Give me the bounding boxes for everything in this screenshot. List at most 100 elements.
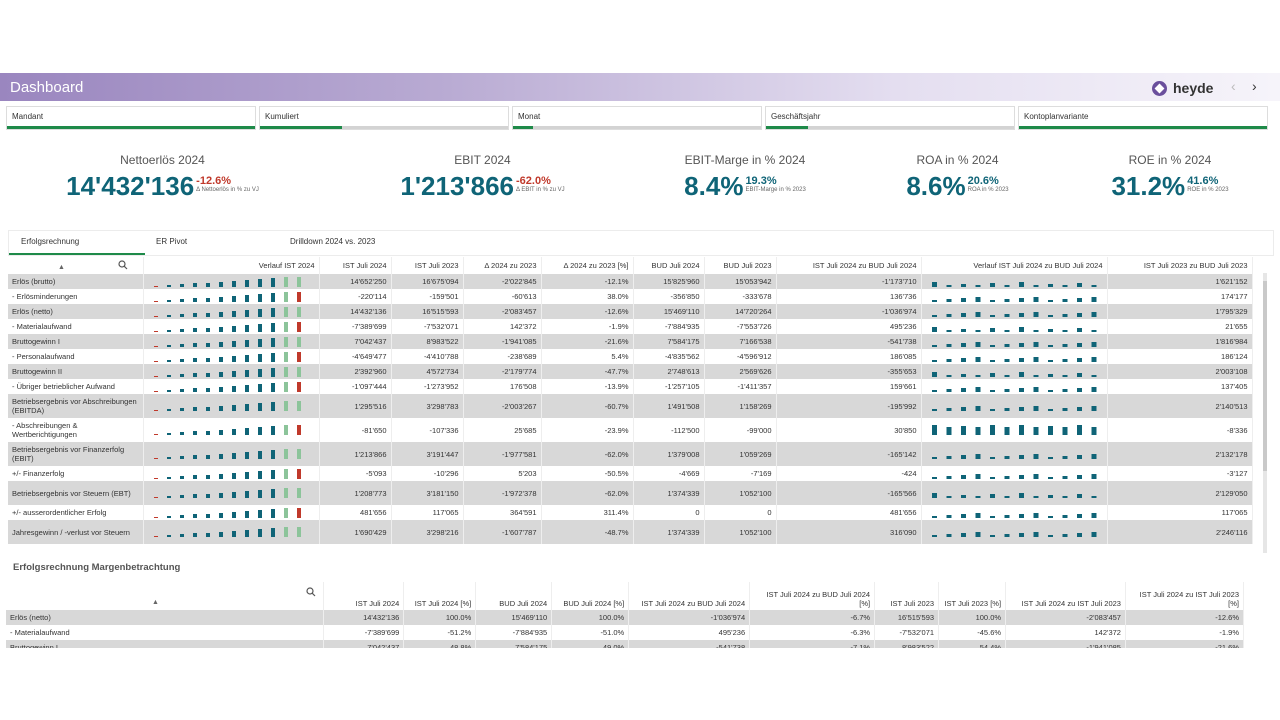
spark-bar bbox=[218, 473, 223, 479]
spark-bar bbox=[192, 474, 197, 479]
column-header[interactable]: Δ 2024 zu 2023 bbox=[463, 257, 542, 274]
spark-bar bbox=[1062, 329, 1067, 332]
search-icon[interactable] bbox=[306, 587, 316, 597]
filter-kontoplanvariante[interactable]: Kontoplanvariante bbox=[1018, 106, 1268, 130]
sort-ascending-icon[interactable]: ▲ bbox=[152, 599, 159, 606]
spark-bar bbox=[989, 327, 995, 332]
spark-bar bbox=[946, 475, 951, 479]
spark-bar bbox=[960, 328, 966, 332]
spark-bar bbox=[179, 283, 184, 287]
spark-bar bbox=[1091, 406, 1096, 411]
spark-bar bbox=[931, 299, 937, 302]
column-header[interactable]: IST Juli 2023 [%] bbox=[938, 582, 1007, 610]
table-row[interactable]: - Übriger betrieblicher Aufwand -1'097'44… bbox=[8, 379, 1253, 394]
table-row[interactable]: Erlös (netto) 14'432'136 100.0% 15'469'110 1… bbox=[6, 610, 1244, 625]
table-cell: -1'977'581 bbox=[463, 442, 542, 466]
spark-bar bbox=[270, 426, 275, 435]
column-header[interactable]: IST Juli 2023 bbox=[391, 257, 464, 274]
sparkline-svg bbox=[153, 381, 301, 392]
table-row[interactable]: - Abschreibungen & Wertberichtigungen -81… bbox=[8, 418, 1253, 442]
spark-bar bbox=[296, 291, 301, 302]
kpi-value: 14'432'136 bbox=[66, 171, 195, 201]
kpi-delta: -12.6% bbox=[196, 175, 232, 187]
column-header[interactable]: IST Juli 2024 zu BUD Juli 2024 [%] bbox=[749, 582, 876, 610]
dimension-header[interactable]: ▲ bbox=[6, 582, 325, 610]
dimension-header[interactable]: ▲ bbox=[8, 257, 144, 274]
kpi-title: EBIT-Marge in % 2024 bbox=[684, 153, 806, 167]
spark-bar bbox=[192, 282, 197, 287]
chevron-right-icon[interactable]: › bbox=[1252, 78, 1257, 94]
kpi-value: 8.6% bbox=[906, 171, 966, 201]
filter-kumuliert[interactable]: Kumuliert bbox=[259, 106, 509, 130]
sparkline-svg bbox=[931, 326, 1096, 332]
column-header[interactable]: IST Juli 2024 zu BUD Juli 2024 bbox=[776, 257, 922, 274]
column-header[interactable]: BUD Juli 2023 bbox=[704, 257, 777, 274]
sparkline-svg bbox=[153, 306, 301, 317]
table-row[interactable]: Bruttogewinn II 2'392'960 4'572'734 -2'179'… bbox=[8, 364, 1253, 379]
row-label: - Erlösminderungen bbox=[8, 289, 144, 304]
column-header[interactable]: IST Juli 2023 zu BUD Juli 2023 bbox=[1107, 257, 1253, 274]
table-row[interactable]: +/- ausserordentlicher Erfolg 481'656 117'… bbox=[8, 505, 1253, 520]
table-row[interactable]: Erlös (brutto) 14'652'250 16'675'094 -2'022… bbox=[8, 274, 1253, 289]
tab-drilldown[interactable]: Drilldown 2024 vs. 2023 bbox=[290, 237, 376, 246]
spark-bar bbox=[192, 407, 197, 411]
table-row[interactable]: Bruttogewinn I 7'042'437 48.8% 7'584'175 49.… bbox=[6, 640, 1244, 648]
table-row[interactable]: - Erlösminderungen -220'114 -159'501 -60'61… bbox=[8, 289, 1253, 304]
column-header[interactable]: BUD Juli 2024 bbox=[475, 582, 553, 610]
table-cell: -333'678 bbox=[704, 289, 777, 304]
spark-bar bbox=[1091, 386, 1096, 392]
column-header[interactable]: IST Juli 2024 zu IST Juli 2023 bbox=[1005, 582, 1126, 610]
table-cell: -12.6% bbox=[541, 304, 634, 319]
column-header[interactable]: BUD Juli 2024 [%] bbox=[551, 582, 630, 610]
column-header[interactable]: IST Juli 2024 zu IST Juli 2023 [%] bbox=[1125, 582, 1244, 610]
spark-bar bbox=[231, 385, 236, 392]
table-row[interactable]: Erlös (netto) 14'432'136 16'515'593 -2'083'… bbox=[8, 304, 1253, 319]
tab-er-pivot[interactable]: ER Pivot bbox=[156, 237, 188, 246]
search-icon[interactable] bbox=[118, 260, 128, 270]
spark-bar bbox=[205, 474, 210, 479]
table-cell: 7'042'437 bbox=[323, 640, 405, 648]
spark-bar bbox=[231, 472, 236, 479]
column-header[interactable]: Verlauf IST Juli 2024 zu BUD Juli 2024 bbox=[921, 257, 1108, 274]
table-row[interactable]: Jahresgewinn / -verlust vor Steuern 1'690… bbox=[8, 520, 1253, 544]
scrollbar-thumb[interactable] bbox=[1263, 281, 1267, 471]
spark-bar bbox=[205, 387, 210, 392]
spark-bar bbox=[931, 409, 937, 411]
column-header[interactable]: IST Juli 2023 bbox=[874, 582, 940, 610]
chevron-left-icon[interactable]: ‹ bbox=[1231, 78, 1236, 94]
column-header[interactable]: Verlauf IST 2024 bbox=[143, 257, 320, 274]
table-row[interactable]: +/- Finanzerfolg -5'093 -10'296 5'203 -50.5%… bbox=[8, 466, 1253, 481]
table-cell: 0 bbox=[633, 505, 705, 520]
table-cell: -12.6% bbox=[1125, 610, 1244, 625]
table-cell: 8'983'522 bbox=[874, 640, 940, 648]
spark-bar bbox=[270, 352, 275, 362]
table-row[interactable]: Betriebsergebnis vor Steuern (EBT) 1'208'… bbox=[8, 481, 1253, 505]
spark-bar bbox=[946, 329, 951, 332]
tab-erfolgsrechnung[interactable]: Erfolgsrechnung bbox=[21, 237, 80, 246]
table-row[interactable]: - Personalaufwand -4'649'477 -4'410'788 -23… bbox=[8, 349, 1253, 364]
column-header[interactable]: Δ 2024 zu 2023 [%] bbox=[541, 257, 634, 274]
sort-ascending-icon[interactable]: ▲ bbox=[58, 264, 65, 271]
table-cell: -62.0% bbox=[541, 481, 634, 505]
table-cell: -541'738 bbox=[628, 640, 751, 648]
column-header[interactable]: IST Juli 2024 zu BUD Juli 2024 bbox=[628, 582, 751, 610]
table-cell: 2'246'116 bbox=[1107, 520, 1253, 544]
column-header[interactable]: IST Juli 2024 bbox=[323, 582, 405, 610]
filter-geschaeftsjahr[interactable]: Geschäftsjahr bbox=[765, 106, 1015, 130]
spark-bar bbox=[270, 322, 275, 332]
table-row[interactable]: - Materialaufwand -7'389'699 -51.2% -7'884'… bbox=[6, 625, 1244, 640]
column-header[interactable]: BUD Juli 2024 bbox=[633, 257, 705, 274]
table-scrollbar[interactable] bbox=[1263, 273, 1267, 553]
sparkline-ist-2024 bbox=[143, 289, 320, 304]
table-row[interactable]: - Materialaufwand -7'389'699 -7'532'071 142… bbox=[8, 319, 1253, 334]
column-header[interactable]: IST Juli 2024 [%] bbox=[403, 582, 477, 610]
table-row[interactable]: Betriebsergebnis vor Finanzerfolg (EBIT)… bbox=[8, 442, 1253, 466]
filter-mandant[interactable]: Mandant bbox=[6, 106, 256, 130]
spark-bar bbox=[257, 451, 262, 459]
column-header[interactable]: IST Juli 2024 bbox=[319, 257, 392, 274]
table-row[interactable]: Betriebsergebnis vor Abschreibungen (EBI… bbox=[8, 394, 1253, 418]
filter-monat[interactable]: Monat bbox=[512, 106, 762, 130]
table-row[interactable]: Bruttogewinn I 7'042'437 8'983'522 -1'941'0… bbox=[8, 334, 1253, 349]
table-cell: -7'884'935 bbox=[475, 625, 553, 640]
spark-bar bbox=[283, 488, 288, 498]
